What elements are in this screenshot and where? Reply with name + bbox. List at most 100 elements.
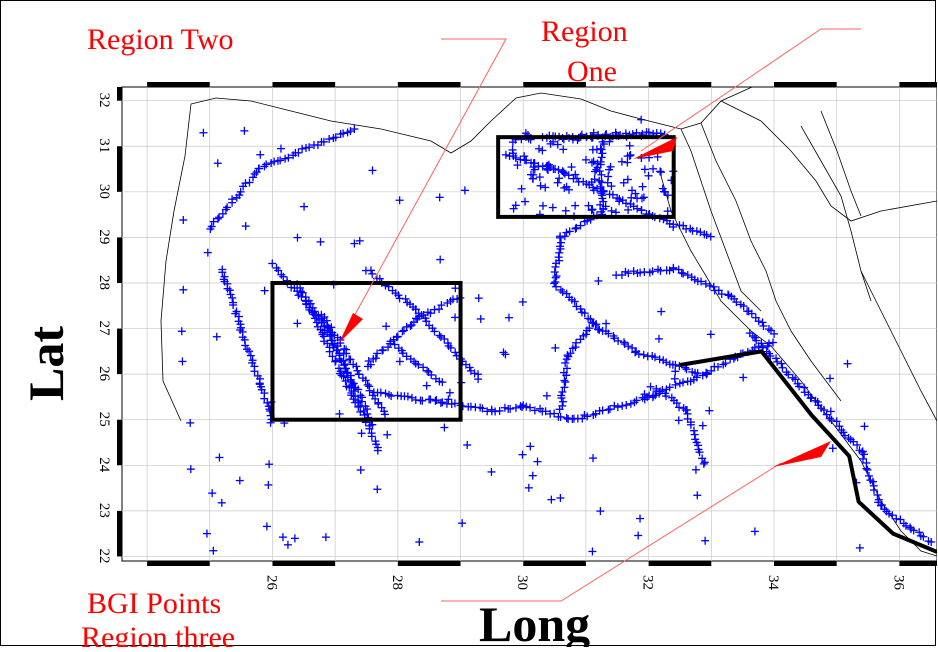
bgi-point [403,392,412,401]
bgi-point [648,393,657,402]
bgi-point [700,458,709,467]
bgi-point [663,207,672,216]
bgi-point [250,169,259,178]
bgi-point [560,183,569,192]
region-one-pointer-line [640,28,861,152]
bgi-point [888,511,897,520]
bgi-point [595,176,604,185]
bgi-point [581,155,590,164]
bgi-point [260,286,269,295]
bgi-point [219,275,228,284]
lat-tick-labels: 22 23 24 25 26 27 28 29 30 31 32 [96,93,112,564]
bgi-point [706,330,715,339]
bgi-point [637,115,646,124]
long-tick-labels: 26 28 30 32 34 36 [263,575,906,591]
bgi-point [305,143,314,152]
bgi-pointer-line [441,462,782,602]
bgi-point [361,376,370,385]
bgi-point [202,529,211,538]
bgi-point [218,209,227,218]
bgi-point [595,325,604,334]
bgi-point [555,174,564,183]
bgi-point [644,128,653,137]
bgi-point [427,370,436,379]
bgi-point [784,370,793,379]
bgi-arrow [773,441,831,467]
bgi-point [868,477,877,486]
bgi-point [381,389,390,398]
region-three-line-group [679,349,937,554]
bgi-point [209,217,218,226]
bgi-point [395,196,404,205]
bgi-point [562,364,571,373]
bgi-point [260,162,269,171]
bgi-point [504,313,513,322]
bgi-point [613,403,622,412]
bgi-point [593,184,602,193]
bgi-point [382,322,391,331]
bgi-point [561,358,570,367]
bgi-point [876,501,885,510]
bgi-point [186,465,195,474]
bgi-point [557,238,566,247]
bgi-point [213,159,222,168]
bgi-point [663,191,672,200]
bgi-point [665,383,674,392]
top-frame-bar [147,82,210,87]
bgi-point [363,409,372,418]
bgi-point [335,409,344,418]
bgi-point [415,538,424,547]
bgi-point [592,165,601,174]
bgi-point [640,390,649,399]
bgi-point [384,343,393,352]
bgi-point [316,237,325,246]
bgi-point [353,366,362,375]
bgi-point [559,168,568,177]
bgi-point [589,454,598,463]
bgi-point [321,533,330,542]
bgi-point [605,405,614,414]
bgi-point [383,430,392,439]
bgi-point [764,339,773,348]
bgi-point [376,388,385,397]
bgi-point [552,272,561,281]
bgi-point [265,460,274,469]
bgi-point [213,214,222,223]
bgi-point [506,404,515,413]
bgi-point [653,152,662,161]
bgi-point [526,442,535,451]
bgi-point [356,407,365,416]
bgi-point [605,165,614,174]
bgi-point [426,309,435,318]
bgi-point [437,301,446,310]
bgi-point [354,403,363,412]
top-frame-bar [523,82,586,87]
bgi-point [640,165,649,174]
bgi-point [644,171,653,180]
bgi-point [524,483,533,492]
region-three-line [679,349,937,554]
bgi-point [550,268,559,277]
bgi-point [339,129,348,138]
bgi-point [223,203,232,212]
bgi-point [365,424,374,433]
bottom-frame-bar [397,561,461,566]
bgi-point [597,189,606,198]
bgi-point [759,321,768,330]
bgi-point [419,310,428,319]
bgi-point [864,471,873,480]
bgi-point [562,413,571,422]
bgi-point [270,157,279,166]
bgi-point [350,239,359,248]
bgi-point [654,334,663,343]
lat-tick-label: 27 [96,321,112,337]
bgi-point [207,222,216,231]
bgi-point [438,378,447,387]
bgi-point [657,307,666,316]
bgi-point [276,156,285,165]
bgi-point [476,314,485,323]
bgi-point [533,457,542,466]
bgi-point [576,304,585,313]
bgi-point [541,183,550,192]
